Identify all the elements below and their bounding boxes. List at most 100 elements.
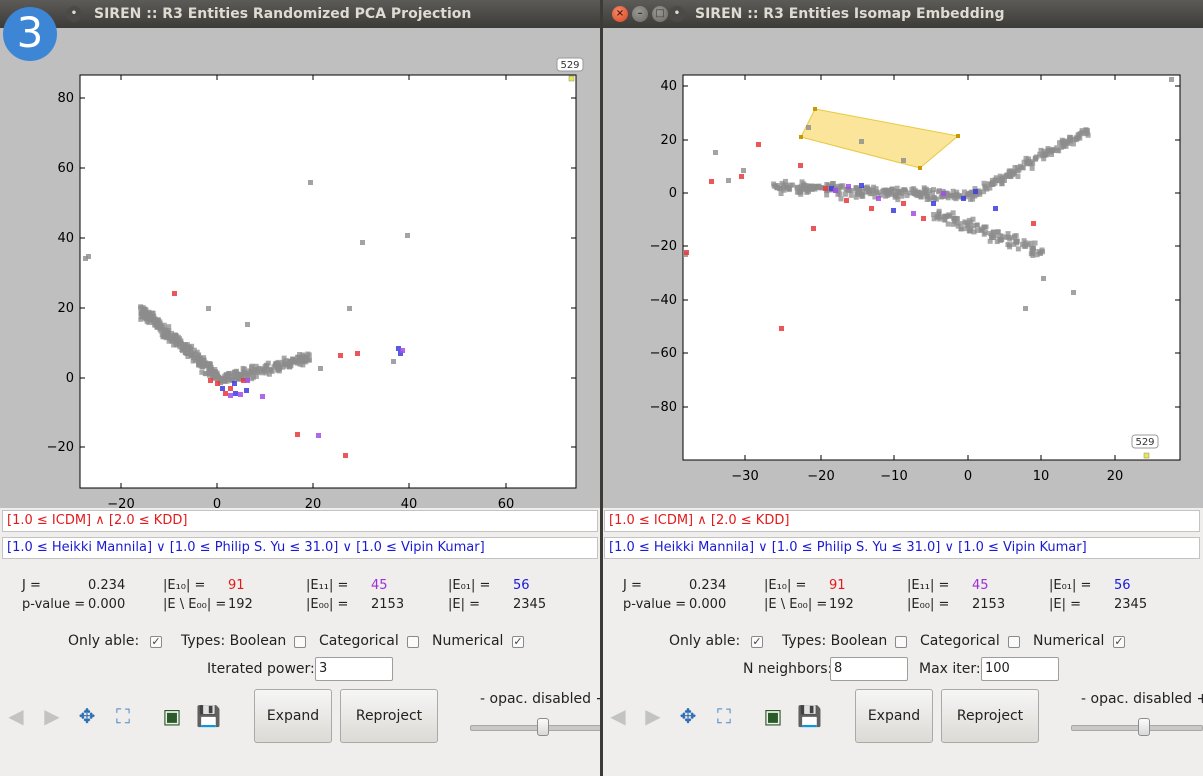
data-point: [154, 318, 160, 324]
opacity-slider-handle[interactable]: [537, 718, 549, 736]
highlight-label: 529: [560, 60, 579, 71]
data-point: [189, 343, 195, 349]
data-point: [741, 168, 746, 173]
only-able-checkbox[interactable]: ✓: [751, 635, 763, 648]
p-label: p-value =: [22, 597, 86, 612]
data-point: [260, 368, 266, 374]
red-query[interactable]: [1.0 ≤ ICDM] ∧ [2.0 ≤ KDD]: [2, 510, 598, 532]
data-point: [857, 187, 863, 193]
pan-icon[interactable]: ✥: [679, 704, 697, 728]
boolean-checkbox[interactable]: [294, 636, 306, 648]
save-icon[interactable]: 💾: [196, 704, 221, 728]
data-point: [829, 181, 835, 187]
x-tick-label: 60: [498, 497, 515, 508]
pca-scatter-plot[interactable]: 80 60 40 20 0 −20 −20 0 20 40 60 529: [0, 28, 600, 508]
polygon-vertex[interactable]: [956, 134, 960, 138]
data-point: [1030, 247, 1036, 253]
data-point: [989, 177, 995, 183]
y-tick-label: 0: [66, 371, 74, 386]
data-point: [993, 206, 998, 211]
data-point: [1041, 156, 1047, 162]
polygon-vertex[interactable]: [813, 107, 817, 111]
window-menu-icon[interactable]: •: [66, 6, 82, 22]
back-arrow-icon[interactable]: ◀: [8, 704, 24, 728]
opacity-slider[interactable]: [1071, 725, 1203, 731]
highlight-tooltip: [556, 57, 584, 72]
data-point: [993, 233, 999, 239]
plot-canvas[interactable]: 40 20 0 −20 −40 −60 −80 −30 −20 −10 0 10 20 529: [603, 28, 1203, 508]
blue-query[interactable]: [1.0 ≤ Heikki Mannila] ∨ [1.0 ≤ Philip S…: [2, 537, 598, 559]
titlebar[interactable]: × – □ • SIREN :: R3 Entities Isomap Embe…: [603, 0, 1203, 28]
data-point: [878, 192, 884, 198]
pan-icon[interactable]: ✥: [78, 704, 96, 728]
boolean-checkbox[interactable]: [895, 636, 907, 648]
data-point: [155, 323, 161, 329]
data-point: [1012, 233, 1018, 239]
forward-arrow-icon[interactable]: ▶: [645, 704, 661, 728]
highlight-point[interactable]: [1143, 452, 1150, 459]
polygon-vertex[interactable]: [918, 166, 922, 170]
red-query[interactable]: [1.0 ≤ ICDM] ∧ [2.0 ≤ KDD]: [604, 510, 1200, 532]
data-point: [788, 182, 794, 188]
zoom-select-icon[interactable]: ⛶: [116, 704, 130, 728]
data-point: [166, 338, 172, 344]
data-point: [997, 173, 1003, 179]
data-point: [1028, 251, 1034, 257]
zoom-select-icon[interactable]: ⛶: [717, 704, 731, 728]
subplot-icon[interactable]: ▣: [763, 704, 783, 728]
opacity-slider-handle[interactable]: [1138, 718, 1150, 736]
window-menu-icon[interactable]: •: [669, 6, 685, 22]
data-point: [138, 311, 144, 317]
data-point: [233, 391, 238, 396]
categorical-checkbox[interactable]: [1008, 636, 1020, 648]
reproject-button[interactable]: Reproject: [340, 689, 438, 743]
data-point: [1039, 249, 1045, 255]
titlebar[interactable]: • SIREN :: R3 Entities Randomized PCA Pr…: [0, 0, 600, 28]
opacity-slider[interactable]: [470, 725, 600, 731]
categorical-label: Categorical: [920, 633, 1000, 649]
iterated-power-label: Iterated power:: [207, 661, 315, 677]
data-point: [867, 191, 873, 197]
data-point: [853, 185, 859, 191]
save-icon[interactable]: 💾: [797, 704, 822, 728]
expand-button[interactable]: Expand: [855, 689, 933, 743]
data-point: [1015, 165, 1021, 171]
maximize-icon[interactable]: □: [652, 6, 668, 22]
subplot-icon[interactable]: ▣: [162, 704, 182, 728]
max-iter-input[interactable]: 100: [981, 657, 1059, 681]
isomap-scatter-plot[interactable]: 40 20 0 −20 −40 −60 −80 −30 −20 −10 0 10 20 529: [603, 28, 1203, 508]
data-point: [199, 364, 205, 370]
numerical-checkbox[interactable]: ✓: [512, 635, 524, 648]
data-point: [988, 181, 994, 187]
data-point: [292, 358, 298, 364]
data-point: [355, 351, 360, 356]
x-tick-label: 0: [213, 497, 221, 508]
data-point: [981, 231, 987, 237]
plot-canvas[interactable]: 80 60 40 20 0 −20 −20 0 20 40 60 529: [0, 28, 600, 508]
data-point: [253, 363, 259, 369]
reproject-button[interactable]: Reproject: [941, 689, 1039, 743]
only-able-checkbox[interactable]: ✓: [150, 635, 162, 648]
data-point: [709, 179, 714, 184]
data-point: [943, 190, 949, 196]
data-point: [1057, 140, 1063, 146]
data-point: [1085, 132, 1091, 138]
data-point: [1067, 136, 1073, 142]
highlight-point[interactable]: [568, 75, 575, 82]
forward-arrow-icon[interactable]: ▶: [44, 704, 60, 728]
numerical-checkbox[interactable]: ✓: [1113, 635, 1125, 648]
blue-query[interactable]: [1.0 ≤ Heikki Mannila] ∨ [1.0 ≤ Philip S…: [604, 537, 1200, 559]
data-point: [1066, 140, 1072, 146]
expand-button[interactable]: Expand: [254, 689, 332, 743]
n-neighbors-input[interactable]: 8: [830, 657, 908, 681]
close-icon[interactable]: ×: [612, 6, 628, 22]
e11-value: 45: [371, 578, 388, 593]
categorical-checkbox[interactable]: [407, 636, 419, 648]
iterated-power-input[interactable]: 3: [315, 657, 393, 681]
minimize-icon[interactable]: –: [632, 6, 648, 22]
e-minus-label: |E \ E₀₀| =: [764, 597, 828, 612]
polygon-vertex[interactable]: [799, 135, 803, 139]
points-layer: [683, 77, 1174, 331]
back-arrow-icon[interactable]: ◀: [610, 704, 626, 728]
e-label: |E| =: [448, 597, 480, 612]
